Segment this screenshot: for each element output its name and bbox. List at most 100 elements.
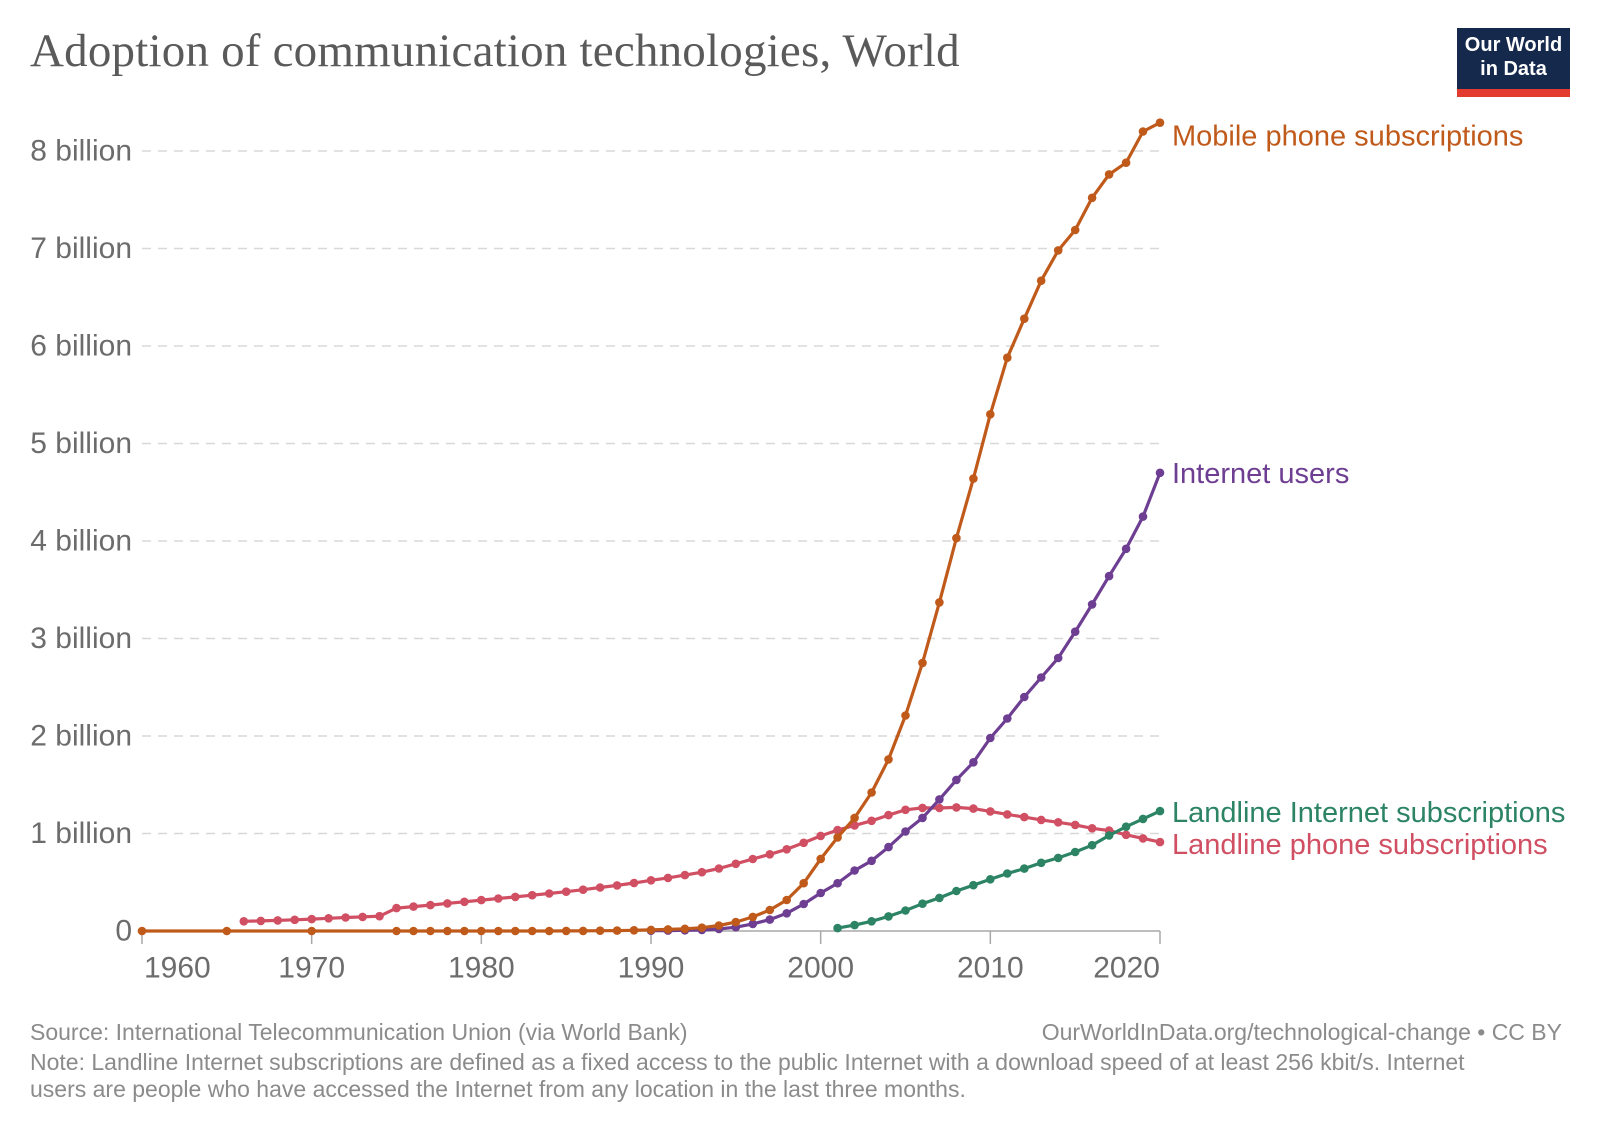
series-dot-landline_phone [986, 807, 995, 816]
y-axis-label: 6 billion [30, 330, 132, 363]
series-dot-landline_internet [1155, 806, 1165, 816]
series-dot-mobile [1070, 225, 1080, 235]
series-dot-landline_phone [392, 903, 401, 913]
x-axis-label: 2010 [957, 952, 1024, 985]
note-text: Note: Landline Internet subscriptions ar… [30, 1049, 1465, 1102]
series-dot-landline_phone [680, 870, 690, 880]
source-text: Source: International Telecommunication … [30, 1019, 688, 1045]
series-dot-landline_phone [663, 873, 673, 883]
series-dot-mobile [443, 926, 452, 936]
series-line-mobile [140, 121, 1162, 933]
series-dot-landline_phone [239, 917, 249, 926]
series-dot-mobile [680, 924, 690, 934]
x-axis-label: 1990 [618, 952, 685, 985]
series-dot-mobile [561, 926, 571, 936]
series-dot-landline_phone [918, 803, 927, 813]
series-line-landline_phone [242, 805, 1162, 923]
series-dot-mobile [1087, 193, 1097, 203]
series-dot-mobile [1104, 170, 1114, 179]
series-dot-landline_phone [1121, 830, 1131, 840]
series-dot-mobile [222, 926, 232, 936]
series-label-landline_phone: Landline phone subscriptions [1172, 829, 1548, 861]
attribution-link[interactable]: OurWorldInData.org/technological-change … [1041, 1019, 1562, 1045]
series-dot-mobile [884, 755, 893, 764]
series-dot-mobile [1138, 127, 1148, 136]
series-dot-mobile [799, 878, 808, 888]
series-dot-landline_phone [358, 912, 367, 922]
series-dot-landline_phone [697, 867, 707, 877]
series-dot-landline_phone [782, 845, 791, 854]
series-dot-mobile [494, 926, 503, 936]
series-dot-landline_phone [612, 881, 622, 890]
series-dot-landline_internet [901, 906, 910, 915]
series-dot-mobile [527, 926, 537, 936]
series-dot-internet [1070, 627, 1080, 636]
series-dot-mobile [782, 895, 791, 905]
series-dot-mobile [901, 711, 910, 720]
series-dot-internet [901, 827, 910, 836]
series-dot-landline_phone [629, 878, 639, 888]
series-dot-landline_phone [578, 885, 588, 894]
series-dot-internet [969, 758, 978, 767]
series-dot-landline_internet [833, 923, 842, 933]
series-dot-mobile [1020, 314, 1029, 324]
series-dot-internet [918, 813, 927, 823]
series-dot-landline_internet [1138, 814, 1148, 824]
series-dot-landline_phone [256, 916, 266, 926]
series-label-internet: Internet users [1172, 458, 1349, 490]
series-dot-landline_phone [731, 859, 741, 869]
series-dot-mobile [714, 921, 724, 930]
series-dot-internet [816, 888, 825, 898]
x-axis-label: 1970 [278, 952, 345, 985]
series-dot-landline_phone [460, 897, 469, 907]
series-dot-landline_phone [341, 913, 350, 922]
y-axis-label: 3 billion [30, 622, 132, 655]
series-dot-mobile [748, 912, 758, 922]
series-dot-landline_phone [901, 805, 910, 815]
series-dot-landline_internet [1070, 847, 1080, 857]
x-axis-label: 1980 [448, 952, 515, 985]
series-dot-landline_internet [1036, 858, 1046, 868]
series-dot-landline_internet [867, 917, 876, 926]
series-dot-internet [765, 915, 775, 924]
series-dot-mobile [612, 926, 622, 935]
series-dot-mobile [544, 926, 554, 936]
series-dot-mobile [918, 658, 927, 668]
series-dot-landline_phone [511, 892, 520, 902]
series-dot-landline_phone [646, 876, 656, 885]
series-dot-landline_phone [884, 810, 893, 820]
series-dot-landline_internet [1053, 853, 1063, 863]
series-dot-internet [782, 909, 791, 918]
series-dot-landline_internet [952, 886, 961, 896]
series-dot-landline_phone [714, 864, 724, 873]
series-dot-landline_phone [1138, 834, 1148, 843]
series-dot-internet [799, 899, 808, 909]
series-dot-landline_internet [986, 875, 995, 884]
series-dot-mobile [629, 926, 639, 935]
series-dot-landline_internet [918, 899, 927, 908]
series-label-mobile: Mobile phone subscriptions [1172, 121, 1523, 153]
series-dot-mobile [578, 926, 588, 936]
series-dot-mobile [986, 410, 995, 419]
series-dot-landline_phone [307, 914, 317, 924]
series-dot-landline_internet [1003, 869, 1012, 878]
series-dot-mobile [137, 926, 147, 936]
series-dot-landline_internet [969, 880, 978, 890]
series-dot-mobile [1053, 246, 1063, 255]
owid-logo-line2: in Data [1480, 58, 1547, 80]
y-axis-label: 7 billion [30, 232, 132, 265]
series-dot-internet [1053, 653, 1063, 663]
series-dot-mobile [646, 925, 656, 935]
series-dot-internet [1155, 468, 1165, 478]
series-dot-landline_phone [375, 911, 384, 921]
series-dot-mobile [731, 917, 741, 927]
series-dot-landline_phone [290, 915, 300, 925]
series-dot-mobile [1121, 158, 1131, 167]
series-dot-internet [1121, 544, 1131, 554]
series-dot-mobile [969, 474, 978, 483]
series-dot-internet [1020, 692, 1029, 702]
series-dot-landline_phone [1036, 815, 1046, 825]
series-dot-mobile [850, 813, 859, 823]
